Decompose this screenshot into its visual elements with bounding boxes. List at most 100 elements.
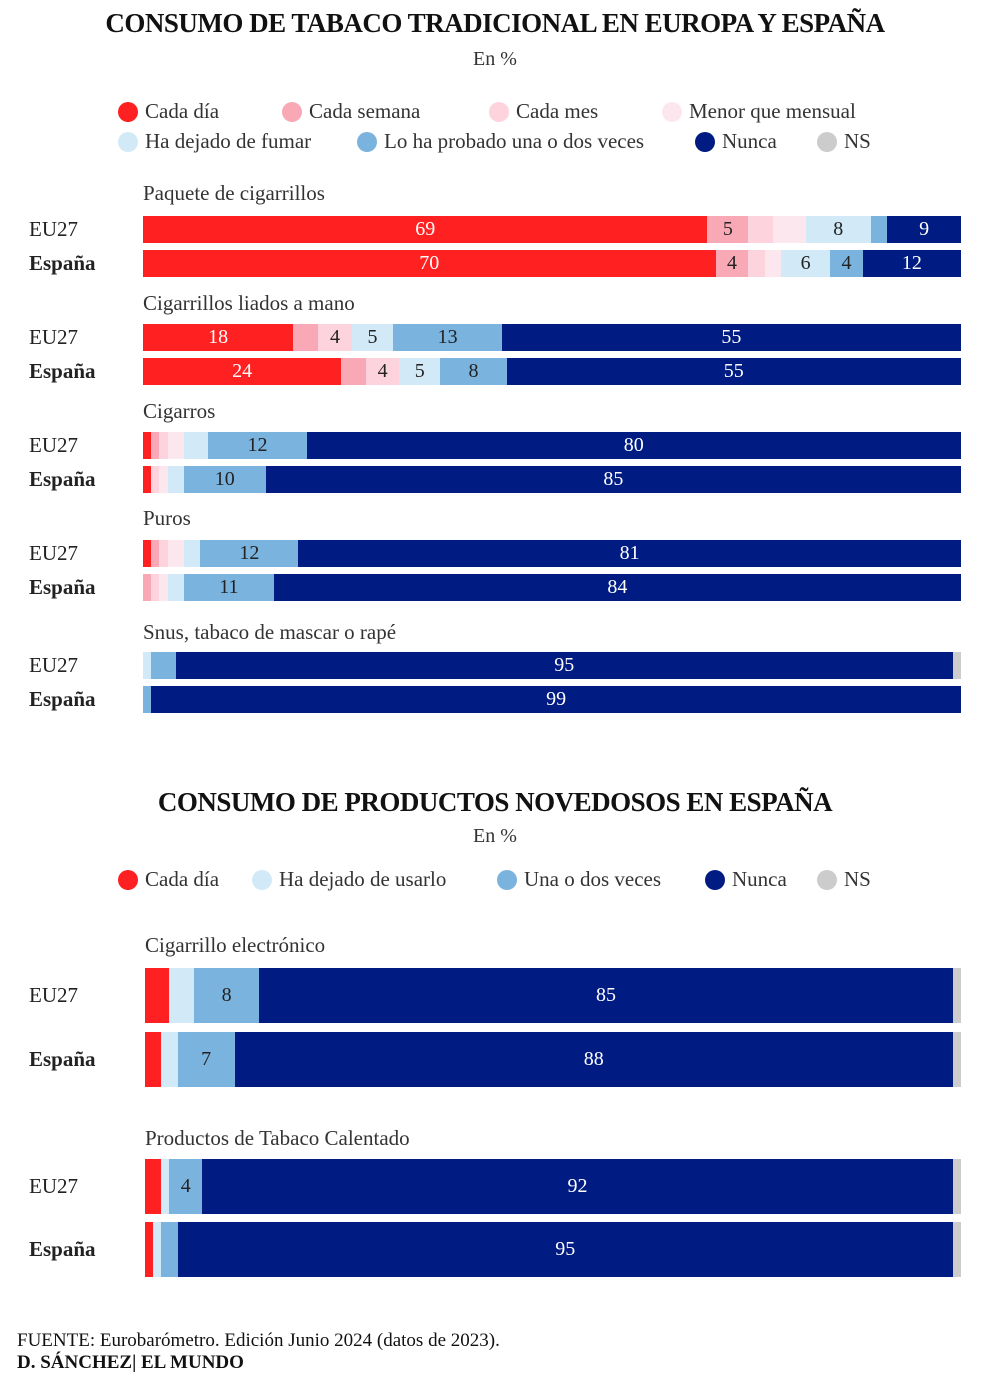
bar-segment-cada_mes [151, 466, 160, 493]
bar-segment-dejado [167, 574, 184, 601]
bar-segment-nunca: 55 [501, 324, 961, 351]
bar-segment-cada_dia: 70 [143, 250, 716, 277]
legend-swatch [118, 101, 138, 122]
bar-segment-probado [870, 216, 888, 243]
bar-segment-nunca: 81 [298, 540, 961, 567]
legend-swatch [695, 131, 715, 152]
bar-segment-dejado: 8 [805, 216, 871, 243]
legend-swatch [118, 869, 138, 890]
bar-segment-cada_dia [145, 968, 170, 1023]
data-label: 4 [329, 326, 340, 348]
legend-item-probado: Lo ha probado una o dos veces [357, 129, 644, 154]
bar-segment-cada_mes [748, 250, 765, 277]
source-note: FUENTE: Eurobarómetro. Edición Junio 202… [17, 1330, 500, 1351]
legend-swatch [282, 101, 302, 122]
bar-segment-nunca: 92 [202, 1159, 953, 1214]
bar-segment-nunca: 99 [151, 686, 961, 713]
row-label: EU27 [29, 652, 78, 677]
bar-segment-probado [151, 652, 176, 679]
chart-subtitle-2: En % [473, 825, 517, 847]
bar-segment-ns [952, 652, 961, 679]
bar-segment-dejado [167, 466, 184, 493]
legend-swatch [357, 131, 377, 152]
stacked-bar: 99 [143, 686, 961, 713]
row-label: España [29, 1046, 96, 1071]
bar-segment-dejado: 6 [781, 250, 831, 277]
bar-segment-probado [161, 1222, 178, 1277]
bar-segment-dejado: 5 [351, 324, 394, 351]
bar-segment-cada_semana [293, 324, 319, 351]
legend-item-cada_semana: Cada semana [282, 99, 420, 124]
data-label: 24 [232, 360, 253, 382]
bar-segment-cada_mes [159, 432, 168, 459]
category-label: Puros [143, 506, 191, 530]
bar-segment-cada_dia [143, 432, 152, 459]
legend-label: NS [844, 129, 871, 153]
stacked-bar: 11 84 [143, 574, 961, 601]
row-label: España [29, 1236, 96, 1261]
bar-segment-nunca: 85 [265, 466, 961, 493]
legend-item-ns: NS [817, 129, 871, 154]
bar-segment-menor_mensual [764, 250, 782, 277]
data-label: 88 [583, 1048, 604, 1070]
data-label: 95 [554, 654, 575, 676]
data-label: 8 [468, 360, 479, 382]
legend-item-nunca: Nunca [695, 129, 777, 154]
bar-segment-cada_semana: 4 [715, 250, 749, 277]
legend-item-dejado: Ha dejado de usarlo [252, 867, 446, 892]
legend-label: Cada mes [516, 99, 599, 123]
legend-swatch [118, 131, 138, 152]
bar-segment-ns [952, 1032, 961, 1087]
stacked-bar: 12 80 [143, 432, 961, 459]
bar-segment-menor_mensual [167, 540, 184, 567]
bar-segment-ns [952, 1222, 961, 1277]
row-label: EU27 [29, 432, 78, 457]
legend-label: NS [844, 867, 871, 891]
data-label: 85 [596, 984, 616, 1006]
legend-swatch [817, 131, 837, 152]
data-label: 18 [208, 326, 229, 348]
bar-segment-dejado [161, 1032, 178, 1087]
bar-segment-dejado [169, 968, 194, 1023]
stacked-bar: 8 85 [145, 968, 961, 1023]
bar-segment-probado: 12 [208, 432, 307, 459]
bar-segment-probado: 8 [193, 968, 260, 1023]
bar-segment-cada_mes [151, 574, 160, 601]
legend-item-cada_mes: Cada mes [489, 99, 598, 124]
category-label: Paquete de cigarrillos [143, 181, 325, 205]
bar-segment-probado [143, 686, 152, 713]
bar-segment-cada_dia [143, 540, 152, 567]
legend-label: Una o dos veces [524, 867, 662, 891]
data-label: 55 [721, 326, 742, 348]
row-label: EU27 [29, 324, 78, 349]
bar-segment-dejado: 5 [399, 358, 441, 385]
data-label: 5 [367, 326, 378, 348]
bar-segment-cada_semana [143, 574, 152, 601]
bar-segment-probado: 11 [183, 574, 274, 601]
bar-segment-cada_semana: 5 [707, 216, 749, 243]
bar-segment-probado: 13 [393, 324, 502, 351]
stacked-bar: 70 4 6 4 12 [143, 250, 961, 277]
bar-segment-nunca: 95 [177, 1222, 953, 1277]
data-label: 92 [567, 1175, 588, 1197]
legend-label: Menor que mensual [689, 99, 856, 123]
stacked-bar: 12 81 [143, 540, 961, 567]
bar-segment-cada_semana [341, 358, 367, 385]
legend-item-cada_dia: Cada día [118, 867, 219, 892]
row-label: EU27 [29, 982, 78, 1007]
legend-swatch [252, 869, 272, 890]
bar-segment-cada_mes: 4 [366, 358, 400, 385]
stacked-bar: 24 4 5 8 55 [143, 358, 961, 385]
stacked-bar: 7 88 [145, 1032, 961, 1087]
chart-title-1: CONSUMO DE TABACO TRADICIONAL EN EUROPA … [105, 8, 885, 38]
legend-swatch [497, 869, 517, 890]
bar-segment-cada_dia [145, 1159, 162, 1214]
data-label: 95 [555, 1238, 576, 1260]
data-label: 99 [546, 688, 567, 710]
legend-label: Nunca [722, 129, 777, 153]
data-label: 85 [603, 468, 624, 490]
category-label: Cigarros [143, 399, 216, 423]
data-label: 12 [247, 434, 268, 456]
legend-swatch [705, 869, 725, 890]
